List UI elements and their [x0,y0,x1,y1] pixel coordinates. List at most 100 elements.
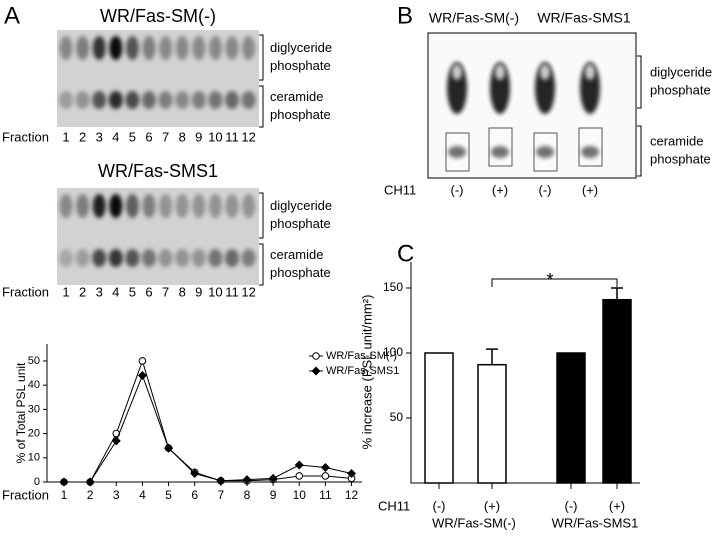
lane-label: 4 [112,129,119,144]
blot-spot [208,91,223,109]
row-label: CH11 [384,182,416,197]
x-tick-label: (+) [484,498,500,513]
blot-image [57,188,259,285]
x-tick-label: 10 [293,488,307,502]
blot-spot [125,36,139,60]
blot-spot [59,249,73,267]
x-tick-label: 4 [139,488,146,502]
blot-spot [447,62,467,114]
blot-spot [540,64,550,80]
blot-spot [452,64,462,80]
data-point [59,477,69,487]
lane-label: 1 [62,129,69,144]
panel-label: A [4,2,20,29]
lane-label: (-) [539,182,552,197]
panel-label: C [397,240,414,267]
band-label: phosphate [270,58,331,73]
blot-spot [242,36,256,60]
y-tick-label: 40 [28,379,40,391]
band-label: phosphate [650,151,711,166]
blot-spot [192,36,206,60]
data-point [321,472,330,480]
blot-spot [580,62,600,114]
legend-label: WR/Fas-SM(-) [326,350,397,362]
blot-spot [158,249,173,267]
data-point [242,475,252,485]
error-bar [611,287,623,300]
blot-spot [225,36,239,60]
blot-spot [536,146,554,158]
data-point [138,357,147,365]
blot-title: WR/Fas-SM(-) [100,6,216,26]
data-line [63,374,352,483]
lane-label: 3 [96,129,103,144]
blot-spot [158,91,173,109]
blot-spot [208,194,222,218]
bar [602,298,632,484]
blot-spot [208,36,222,60]
data-point [295,472,304,480]
y-tick-label: 50 [390,410,404,424]
data-point [85,477,95,487]
column-title: WR/Fas-SMS1 [537,10,631,26]
blot-spot [109,36,123,60]
band-label: phosphate [650,82,711,97]
bracket [259,243,264,286]
blot-spot [491,146,509,158]
blot-spot [192,194,206,218]
band-label: ceramide [270,247,323,262]
data-point [216,476,226,486]
bracket [637,55,642,109]
spot-box [445,132,470,172]
blot-spot [92,36,106,60]
bar [477,363,507,484]
lane-label: 4 [112,284,119,299]
blot-spot [159,194,173,218]
fraction-label: Fraction [2,284,49,299]
blot-spot [59,91,73,109]
blot-spot [225,249,239,267]
band-label: diglyceride [650,64,712,79]
blot-spot [175,36,189,60]
data-point [347,469,357,479]
blot-spot [241,91,256,109]
blot-spot [225,194,239,218]
band-label: diglyceride [270,198,332,213]
blot-spot [76,194,90,218]
lane-label: 7 [162,284,169,299]
blot-spot [92,91,107,109]
blot-spot [159,36,173,60]
blot-image [57,30,259,127]
lane-label: 7 [162,129,169,144]
blot-spot [109,194,123,218]
x-axis-label: CH11 [378,498,410,513]
lane-label: 2 [79,129,86,144]
blot-spot [76,36,90,60]
x-tick-label: 7 [217,488,224,502]
blot-title: WR/Fas-SMS1 [98,161,218,181]
bar [424,352,454,484]
lane-label: 11 [225,284,239,299]
lane-label: 9 [195,129,202,144]
blot-spot [585,64,595,80]
spot-box [533,132,558,172]
blot-spot [75,249,90,267]
blot-spot [495,64,505,80]
legend-marker [311,366,321,376]
blot-spot [191,249,206,267]
y-tick-label: 0 [34,476,40,488]
significance-bracket [491,278,618,287]
blot-spot [242,194,256,218]
error-bar [486,348,498,365]
data-point [190,469,200,479]
y-tick-label: 50 [28,355,40,367]
data-line [63,359,352,483]
data-point [268,473,278,483]
blot-spot [108,249,123,267]
blot-spot [241,249,256,267]
x-axis-label: Fraction [2,487,49,502]
x-tick-label: (-) [565,498,578,513]
lane-label: 3 [96,284,103,299]
lane-label: 5 [129,284,136,299]
